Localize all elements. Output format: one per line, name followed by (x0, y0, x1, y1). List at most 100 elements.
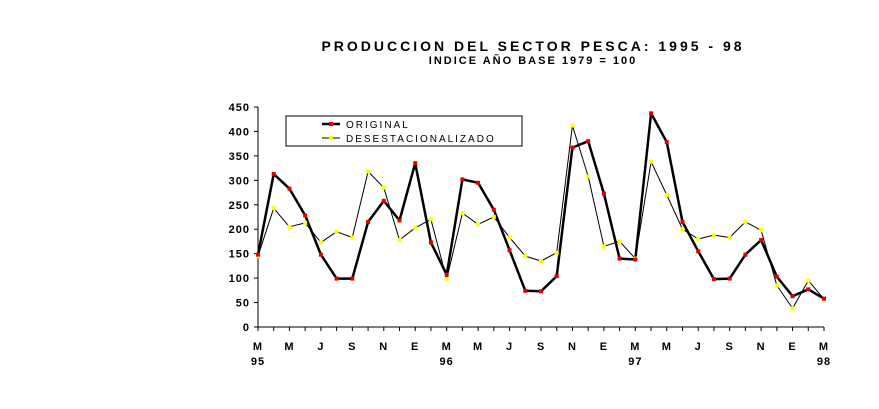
x-tick-month-label: M (630, 341, 640, 353)
point-desestacionalizado (413, 225, 418, 230)
point-original (601, 191, 606, 196)
y-tick-label: 400 (229, 126, 250, 138)
x-tick-month-label: N (568, 341, 577, 353)
legend-desest-label: DESESTACIONALIZADO (346, 134, 496, 145)
legend-original-marker (329, 122, 333, 126)
x-tick-month-label: E (788, 341, 796, 353)
point-desestacionalizado (334, 229, 339, 234)
series-line-desestacionalizado (257, 125, 825, 309)
point-desestacionalizado (397, 237, 402, 242)
x-tick-month-label: S (348, 341, 356, 353)
point-original (444, 272, 449, 277)
point-original (413, 161, 418, 166)
point-original (476, 180, 481, 185)
point-desestacionalizado (617, 239, 622, 244)
point-desestacionalizado (680, 227, 685, 232)
point-desestacionalizado (774, 283, 779, 288)
point-original (507, 248, 512, 253)
point-original (759, 237, 764, 242)
y-tick-label: 450 (229, 102, 250, 114)
point-original (790, 294, 795, 299)
point-desestacionalizado (790, 306, 795, 311)
point-desestacionalizado (711, 233, 716, 238)
point-desestacionalizado (664, 193, 669, 197)
y-tick-label: 50 (236, 298, 250, 310)
x-tick-year-label: 95 (251, 356, 265, 368)
chart-title: PRODUCCION DEL SECTOR PESCA: 1995 - 98 (321, 38, 745, 54)
y-tick-label: 250 (229, 200, 250, 212)
point-original (664, 140, 669, 145)
x-tick-month-label: E (600, 341, 608, 353)
legend-box (285, 115, 523, 147)
point-original (271, 171, 276, 176)
point-desestacionalizado (554, 250, 559, 255)
point-original (491, 207, 496, 212)
y-tick-label: 100 (229, 273, 250, 285)
y-tick-label: 0 (243, 322, 250, 334)
x-tick-year-label: 96 (440, 356, 454, 368)
point-original (554, 274, 559, 279)
x-tick-month-label: M (819, 341, 829, 353)
point-desestacionalizado (696, 237, 701, 241)
point-desestacionalizado (806, 278, 811, 283)
y-tick-label: 150 (229, 249, 250, 261)
point-desestacionalizado (601, 244, 606, 249)
y-tick-label: 200 (229, 224, 250, 236)
point-original (460, 177, 465, 182)
point-original (570, 145, 575, 150)
point-desestacionalizado (523, 254, 528, 259)
point-desestacionalizado (318, 240, 323, 245)
point-original (696, 249, 701, 254)
point-original (318, 252, 323, 257)
y-tick-label: 350 (229, 151, 250, 163)
point-desestacionalizado (539, 259, 543, 263)
x-axis-ticks: M 95 M J S N E M 96 M J S N E M 97 M J S N E M 98 (251, 327, 831, 368)
point-original (334, 276, 339, 281)
point-original (774, 274, 779, 279)
y-tick-label: 300 (229, 175, 250, 187)
x-tick-month-label: J (695, 341, 702, 353)
point-original (397, 218, 402, 223)
legend-original-label: ORIGINAL (346, 120, 410, 131)
point-desestacionalizado (476, 222, 481, 227)
point-original (649, 111, 654, 116)
point-desestacionalizado (570, 123, 575, 128)
point-original (366, 219, 371, 224)
legend-desest-marker (329, 136, 333, 140)
point-desestacionalizado (743, 219, 748, 224)
point-original (350, 276, 355, 281)
legend: ORIGINAL DESESTACIONALIZADO (285, 115, 523, 147)
point-original (711, 277, 716, 282)
series-markers (256, 111, 826, 311)
x-tick-month-label: S (725, 341, 733, 353)
point-original (303, 213, 308, 218)
x-tick-month-label: M (253, 341, 263, 353)
point-desestacionalizado (727, 235, 732, 240)
x-tick-year-label: 98 (817, 356, 831, 368)
point-desestacionalizado (444, 277, 449, 282)
y-axis-ticks: 0 50 100 150 200 250 300 350 400 450 (229, 102, 258, 334)
point-desestacionalizado (366, 169, 371, 174)
chart-subtitle: INDICE AÑO BASE 1979 = 100 (428, 55, 638, 67)
point-desestacionalizado (381, 185, 386, 190)
point-desestacionalizado (350, 235, 355, 240)
x-tick-month-label: J (317, 341, 324, 353)
point-desestacionalizado (491, 215, 496, 219)
point-desestacionalizado (759, 228, 764, 233)
point-desestacionalizado (287, 224, 292, 229)
point-desestacionalizado (303, 220, 308, 225)
point-original (287, 186, 292, 191)
point-desestacionalizado (271, 206, 276, 211)
x-tick-month-label: S (537, 341, 545, 353)
x-tick-month-label: M (662, 341, 672, 353)
point-desestacionalizado (507, 235, 512, 240)
x-tick-year-label: 97 (628, 356, 642, 368)
point-original (743, 252, 748, 257)
point-original (539, 289, 543, 294)
point-original (381, 198, 386, 203)
point-desestacionalizado (460, 211, 465, 216)
x-tick-month-label: N (379, 341, 388, 353)
point-original (256, 252, 260, 257)
x-tick-month-label: M (284, 341, 294, 353)
